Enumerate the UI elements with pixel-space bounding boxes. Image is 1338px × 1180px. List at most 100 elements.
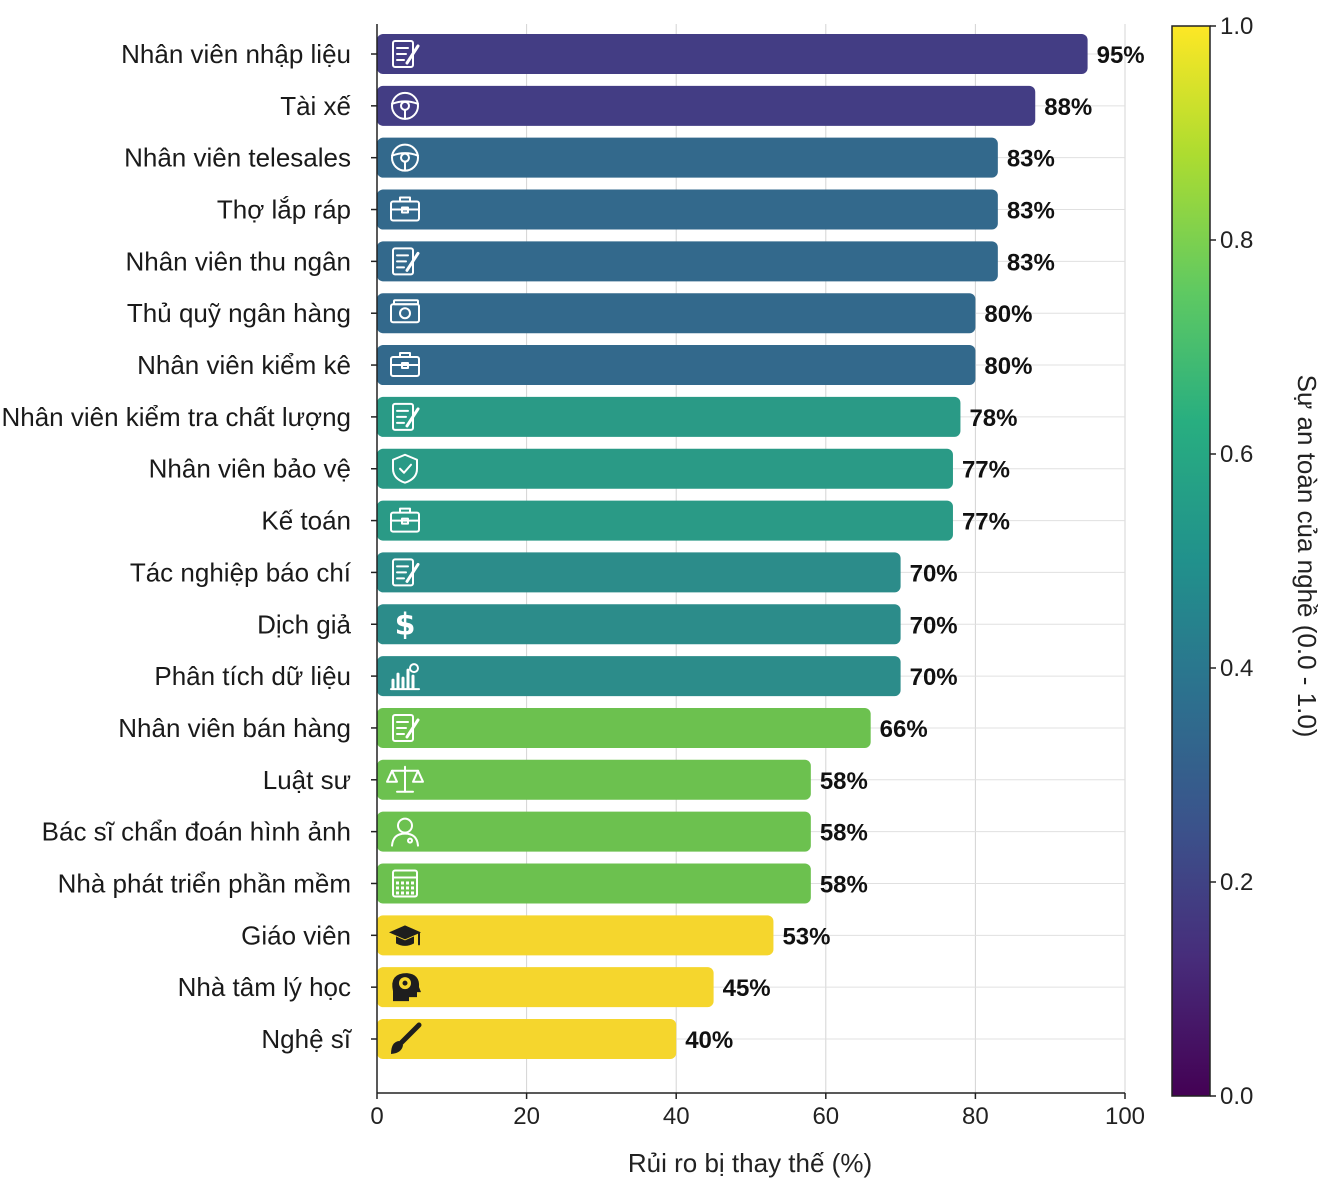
category-label: Luật sư xyxy=(263,765,351,795)
svg-text:$: $ xyxy=(395,607,416,642)
x-tick-label: 80 xyxy=(962,1103,989,1130)
steering-wheel-icon xyxy=(391,143,419,172)
bar xyxy=(377,552,901,593)
bar-group: 80% Nhân viên kiểm kê xyxy=(137,345,1032,386)
bar-chart-icon xyxy=(390,663,420,691)
colorbar-tick-label: 0.2 xyxy=(1220,869,1253,896)
graduation-cap-icon xyxy=(389,925,421,946)
document-edit-icon xyxy=(392,713,420,742)
value-label: 70% xyxy=(910,664,958,691)
category-label: Dịch giả xyxy=(257,609,351,639)
briefcase-icon xyxy=(390,196,420,222)
bar-group: 58% Nhà phát triển phần mềm xyxy=(58,863,868,904)
value-label: 83% xyxy=(1007,249,1055,276)
bar xyxy=(377,500,953,541)
category-label: Nhân viên kiểm tra chất lượng xyxy=(1,402,351,432)
bar-group: 70% Tác nghiệp báo chí xyxy=(130,552,958,593)
bar-group: 58% Bác sĩ chẩn đoán hình ảnh xyxy=(42,811,868,852)
shield-check-icon xyxy=(392,453,418,484)
colorbar-gradient xyxy=(1171,25,1211,1097)
value-label: 80% xyxy=(984,301,1032,328)
bar xyxy=(377,293,976,334)
bar-group: 83% Thợ lắp ráp xyxy=(217,189,1055,230)
value-label: 66% xyxy=(880,716,928,743)
bar xyxy=(377,396,961,437)
doctor-icon xyxy=(391,817,419,847)
document-edit-icon xyxy=(392,558,420,587)
bar xyxy=(377,707,871,748)
value-label: 88% xyxy=(1044,94,1092,121)
category-label: Nhân viên nhập liệu xyxy=(121,39,351,69)
document-edit-icon xyxy=(392,40,420,68)
banknote-icon xyxy=(390,299,420,324)
x-tick-label: 40 xyxy=(663,1103,690,1130)
document-edit-icon xyxy=(392,247,420,276)
bar xyxy=(377,656,901,697)
bar-group: 95% Nhân viên nhập liệu xyxy=(121,34,1145,74)
bar xyxy=(377,189,998,230)
bar-group: 70% Phân tích dữ liệu xyxy=(154,656,958,697)
colorbar-title: Sự an toàn của nghề (0.0 - 1.0) xyxy=(1292,375,1322,738)
category-label: Bác sĩ chẩn đoán hình ảnh xyxy=(42,817,351,847)
category-label: Nhân viên telesales xyxy=(124,143,351,173)
colorbar-tick-label: 1.0 xyxy=(1220,13,1253,40)
category-label: Giáo viên xyxy=(241,920,351,950)
bar xyxy=(377,34,1088,74)
bar-group: 78% Nhân viên kiểm tra chất lượng xyxy=(1,396,1017,437)
value-label: 83% xyxy=(1007,198,1055,225)
category-label: Nghệ sĩ xyxy=(261,1024,352,1054)
category-label: Tài xế xyxy=(280,91,351,121)
document-edit-icon xyxy=(392,402,420,431)
category-label: Thợ lắp ráp xyxy=(217,195,351,225)
colorbar-tick-label: 0.0 xyxy=(1220,1083,1253,1110)
value-label: 77% xyxy=(962,509,1010,536)
value-label: 53% xyxy=(782,923,830,950)
bar xyxy=(377,604,901,645)
value-label: 40% xyxy=(685,1027,733,1054)
category-label: Phân tích dữ liệu xyxy=(154,661,351,691)
category-label: Tác nghiệp báo chí xyxy=(130,557,352,587)
value-label: 58% xyxy=(820,871,868,898)
bar xyxy=(377,241,998,282)
x-tick-label: 60 xyxy=(812,1103,839,1130)
colorbar-tick-label: 0.4 xyxy=(1220,655,1253,682)
x-tick-label: 20 xyxy=(513,1103,540,1130)
bars: 95% Nhân viên nhập liệu 88% Tài xế 83% Nhân v… xyxy=(1,34,1145,1059)
bar-group: 83% Nhân viên telesales xyxy=(124,137,1055,178)
briefcase-icon xyxy=(390,352,420,378)
bar-group: 53% Giáo viên xyxy=(241,915,830,956)
bar xyxy=(377,759,811,800)
scales-icon xyxy=(386,765,424,793)
briefcase-icon xyxy=(390,507,420,533)
category-label: Nhà tâm lý học xyxy=(178,972,351,1002)
category-label: Nhân viên kiểm kê xyxy=(137,350,351,380)
bar-group: 80% Thủ quỹ ngân hàng xyxy=(127,293,1032,334)
value-label: 45% xyxy=(723,975,771,1002)
bar xyxy=(377,967,714,1008)
category-label: Nhà phát triển phần mềm xyxy=(58,868,351,898)
colorbar-tick-label: 0.6 xyxy=(1220,441,1253,468)
bar-group: 58% Luật sư xyxy=(263,759,868,800)
bar xyxy=(377,137,998,178)
dollar-icon: $ xyxy=(395,607,416,642)
colorbar: 0.0 0.2 0.4 0.6 0.8 1.0 xyxy=(1171,13,1253,1110)
bar xyxy=(377,1019,677,1059)
value-label: 58% xyxy=(820,768,868,795)
bar-group: 88% Tài xế xyxy=(280,85,1092,126)
steering-wheel-icon xyxy=(391,91,419,120)
value-label: 70% xyxy=(910,612,958,639)
category-label: Kế toán xyxy=(261,506,351,536)
x-tick-label: 100 xyxy=(1105,1103,1145,1130)
x-tick-label: 0 xyxy=(370,1103,383,1130)
bar-group: $70% Dịch giả xyxy=(257,604,958,645)
bar xyxy=(377,345,976,386)
colorbar-tick-label: 0.8 xyxy=(1220,227,1253,254)
category-label: Thủ quỹ ngân hàng xyxy=(127,298,351,328)
bar-group: 40% Nghệ sĩ xyxy=(261,1019,733,1059)
bar-group: 77% Nhân viên bảo vệ xyxy=(149,448,1010,489)
category-label: Nhân viên bán hàng xyxy=(118,713,351,743)
bar-group: 77% Kế toán xyxy=(261,500,1010,541)
bar-group: 83% Nhân viên thu ngân xyxy=(125,241,1055,282)
bar xyxy=(377,448,953,489)
value-label: 80% xyxy=(984,353,1032,380)
